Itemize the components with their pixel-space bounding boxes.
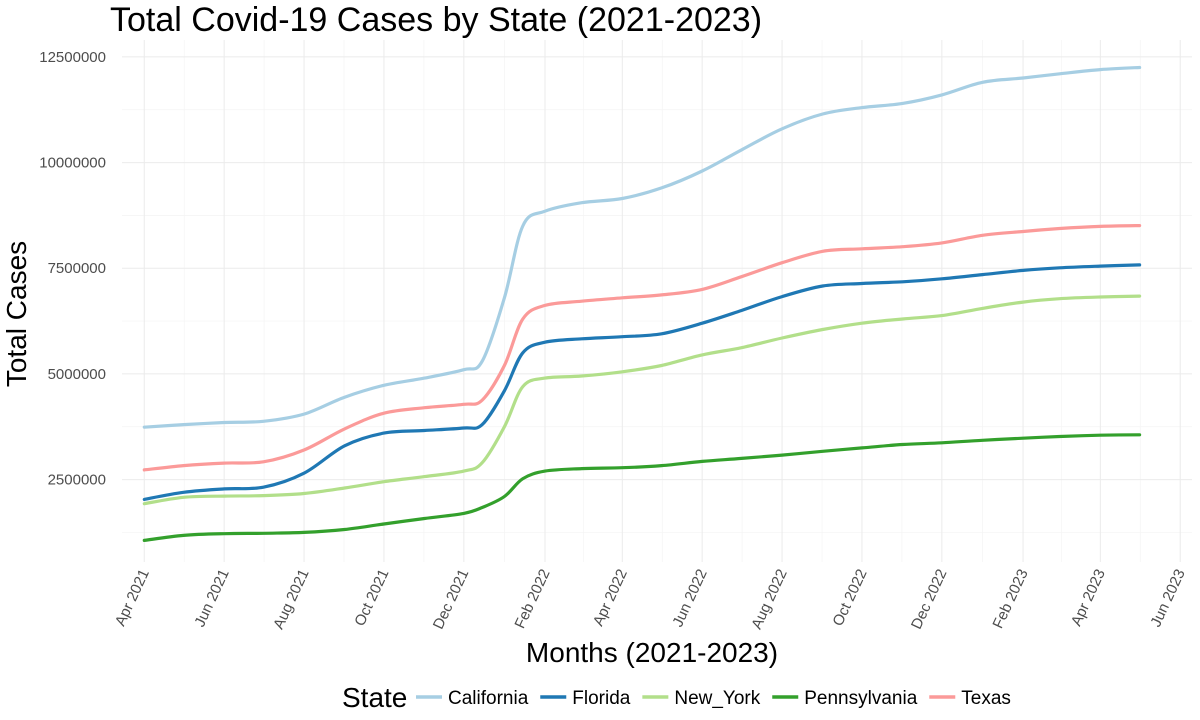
- x-tick-label: Jun 2022: [669, 567, 710, 630]
- x-tick-label: Dec 2022: [908, 567, 951, 632]
- legend-label: Pennsylvania: [804, 688, 917, 709]
- legend-label: California: [448, 688, 529, 709]
- x-axis-ticks: Apr 2021 Jun 2021 Aug 2021 Oct 2021 Dec 2021…: [112, 567, 1189, 632]
- legend: State California Florida New_York Pennsylva…: [342, 682, 1011, 713]
- legend-items: California Florida New_York Pennsylvania Tex…: [416, 688, 1011, 709]
- series-lines: [142, 65, 1142, 542]
- x-tick-label: Apr 2022: [590, 567, 631, 629]
- series-line-texas: [142, 224, 1142, 472]
- series-line-florida: [142, 263, 1142, 501]
- y-tick-label: 5000000: [48, 366, 106, 383]
- y-tick-label: 10000000: [39, 155, 106, 172]
- x-tick-label: Feb 2022: [511, 567, 553, 632]
- x-tick-label: Jun 2023: [1147, 567, 1188, 630]
- series-line-new-york: [142, 294, 1142, 506]
- y-tick-label: 7500000: [48, 260, 106, 277]
- series-line-california: [142, 65, 1142, 429]
- x-tick-label: Oct 2021: [351, 567, 392, 629]
- x-tick-label: Oct 2022: [829, 567, 870, 629]
- y-tick-label: 2500000: [48, 472, 106, 489]
- x-tick-label: Apr 2021: [112, 567, 153, 629]
- legend-label: New_York: [674, 688, 760, 709]
- x-tick-label: Jun 2021: [191, 567, 232, 630]
- chart-title: Total Covid-19 Cases by State (2021-2023…: [110, 1, 762, 39]
- x-axis-title: Months (2021-2023): [526, 637, 778, 668]
- series-line-pennsylvania: [142, 433, 1142, 542]
- legend-label: Florida: [572, 688, 631, 709]
- gridlines: [122, 40, 1192, 562]
- legend-label: Texas: [961, 688, 1011, 709]
- x-tick-label: Feb 2023: [990, 567, 1032, 632]
- x-tick-label: Apr 2023: [1068, 567, 1109, 629]
- y-axis-ticks: 2500000 5000000 7500000 10000000 12500000: [39, 49, 106, 489]
- x-tick-label: Aug 2022: [748, 567, 791, 632]
- legend-title: State: [342, 682, 407, 713]
- y-axis-title: Total Cases: [1, 241, 32, 387]
- x-tick-label: Dec 2021: [430, 567, 473, 632]
- x-tick-label: Aug 2021: [270, 567, 313, 632]
- y-tick-label: 12500000: [39, 49, 106, 66]
